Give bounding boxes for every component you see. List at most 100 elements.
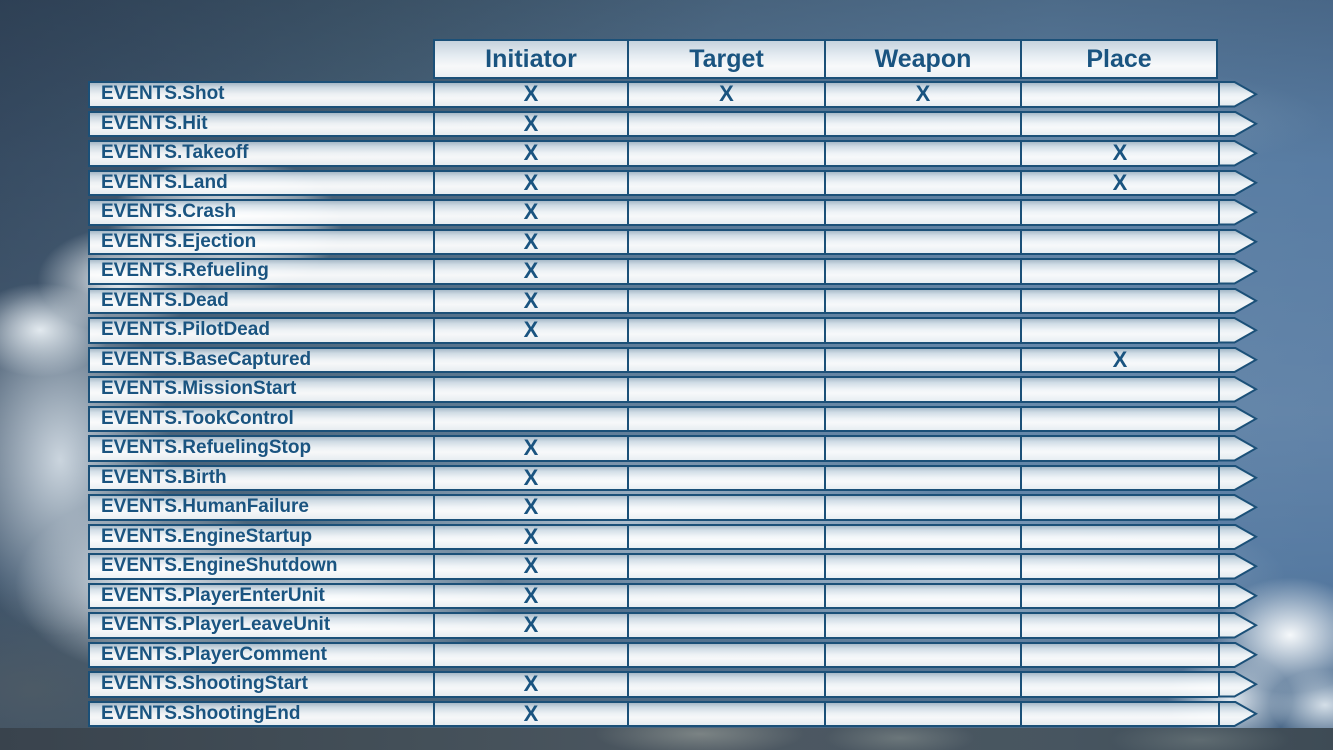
table-row: EVENTS.Takeoff X X <box>88 140 1258 167</box>
mark-cell-place <box>1020 464 1218 491</box>
mark-cell-target <box>627 700 824 727</box>
mark-cell-initiator: X <box>433 140 627 167</box>
row-label: EVENTS.Land <box>88 169 433 196</box>
mark-cell-place <box>1020 553 1218 580</box>
row-arrow-fill <box>1220 702 1254 725</box>
column-header-initiator: Initiator <box>433 39 627 79</box>
mark-cell-place: X <box>1020 140 1218 167</box>
table-row: EVENTS.PlayerComment <box>88 641 1258 668</box>
mark-cell-place <box>1020 405 1218 432</box>
column-header-target: Target <box>627 39 824 79</box>
table-row: EVENTS.HumanFailure X <box>88 494 1258 521</box>
row-arrow-fill <box>1220 171 1254 194</box>
column-header-weapon: Weapon <box>824 39 1020 79</box>
row-arrow-icon <box>1218 346 1258 373</box>
mark-cell-weapon <box>824 700 1020 727</box>
row-arrow-fill <box>1220 201 1254 224</box>
row-arrow-icon <box>1218 287 1258 314</box>
row-arrow-fill <box>1220 319 1254 342</box>
row-arrow-icon <box>1218 612 1258 639</box>
table-row: EVENTS.Dead X <box>88 287 1258 314</box>
mark-cell-target <box>627 287 824 314</box>
row-arrow-icon <box>1218 671 1258 698</box>
mark-cell-weapon <box>824 671 1020 698</box>
row-label: EVENTS.EngineShutdown <box>88 553 433 580</box>
row-label: EVENTS.Takeoff <box>88 140 433 167</box>
mark-cell-place <box>1020 81 1218 108</box>
row-arrow-fill <box>1220 378 1254 401</box>
row-arrow-icon <box>1218 553 1258 580</box>
row-label: EVENTS.PlayerComment <box>88 641 433 668</box>
row-arrow-fill <box>1220 437 1254 460</box>
row-arrow-icon <box>1218 582 1258 609</box>
row-arrow-fill <box>1220 112 1254 135</box>
table-row: EVENTS.Refueling X <box>88 258 1258 285</box>
row-arrow-fill <box>1220 614 1254 637</box>
table-rows: EVENTS.Shot X X X EVENTS.Hit X EVENTS.Ta… <box>88 81 1258 727</box>
row-arrow-icon <box>1218 317 1258 344</box>
mark-cell-target <box>627 582 824 609</box>
mark-cell-weapon <box>824 317 1020 344</box>
row-label: EVENTS.Hit <box>88 110 433 137</box>
table-row: EVENTS.Crash X <box>88 199 1258 226</box>
mark-cell-weapon <box>824 553 1020 580</box>
mark-cell-target <box>627 140 824 167</box>
mark-cell-target <box>627 641 824 668</box>
mark-cell-initiator: X <box>433 81 627 108</box>
row-arrow-fill <box>1220 142 1254 165</box>
mark-cell-weapon <box>824 612 1020 639</box>
table-row: EVENTS.Ejection X <box>88 228 1258 255</box>
row-label: EVENTS.Refueling <box>88 258 433 285</box>
mark-cell-place <box>1020 494 1218 521</box>
mark-cell-target <box>627 405 824 432</box>
row-label: EVENTS.Birth <box>88 464 433 491</box>
mark-cell-target <box>627 435 824 462</box>
mark-cell-weapon <box>824 523 1020 550</box>
mark-cell-initiator: X <box>433 228 627 255</box>
mark-cell-initiator: X <box>433 553 627 580</box>
row-label: EVENTS.Ejection <box>88 228 433 255</box>
mark-cell-initiator: X <box>433 464 627 491</box>
table-row: EVENTS.EngineStartup X <box>88 523 1258 550</box>
mark-cell-initiator: X <box>433 435 627 462</box>
row-label: EVENTS.ShootingEnd <box>88 700 433 727</box>
row-arrow-icon <box>1218 523 1258 550</box>
mark-cell-initiator: X <box>433 612 627 639</box>
row-label: EVENTS.Crash <box>88 199 433 226</box>
mark-cell-place <box>1020 376 1218 403</box>
mark-cell-target <box>627 464 824 491</box>
mark-cell-place <box>1020 435 1218 462</box>
table-row: EVENTS.RefuelingStop X <box>88 435 1258 462</box>
mark-cell-weapon <box>824 228 1020 255</box>
row-arrow-icon <box>1218 199 1258 226</box>
mark-cell-target <box>627 169 824 196</box>
table-row: EVENTS.BaseCaptured X <box>88 346 1258 373</box>
mark-cell-initiator <box>433 405 627 432</box>
mark-cell-initiator: X <box>433 199 627 226</box>
row-arrow-icon <box>1218 258 1258 285</box>
row-arrow-fill <box>1220 525 1254 548</box>
table-row: EVENTS.Birth X <box>88 464 1258 491</box>
table-row: EVENTS.EngineShutdown X <box>88 553 1258 580</box>
mark-cell-place <box>1020 641 1218 668</box>
mark-cell-weapon <box>824 258 1020 285</box>
mark-cell-initiator: X <box>433 700 627 727</box>
row-arrow-icon <box>1218 110 1258 137</box>
mark-cell-weapon <box>824 346 1020 373</box>
row-arrow-icon <box>1218 641 1258 668</box>
row-arrow-icon <box>1218 700 1258 727</box>
row-label: EVENTS.PilotDead <box>88 317 433 344</box>
table-row: EVENTS.MissionStart <box>88 376 1258 403</box>
mark-cell-target <box>627 110 824 137</box>
table-row: EVENTS.TookControl <box>88 405 1258 432</box>
mark-cell-initiator: X <box>433 494 627 521</box>
row-label: EVENTS.PlayerLeaveUnit <box>88 612 433 639</box>
mark-cell-initiator <box>433 346 627 373</box>
mark-cell-weapon: X <box>824 81 1020 108</box>
mark-cell-initiator <box>433 641 627 668</box>
mark-cell-target <box>627 376 824 403</box>
mark-cell-place: X <box>1020 169 1218 196</box>
mark-cell-target <box>627 553 824 580</box>
mark-cell-place <box>1020 523 1218 550</box>
